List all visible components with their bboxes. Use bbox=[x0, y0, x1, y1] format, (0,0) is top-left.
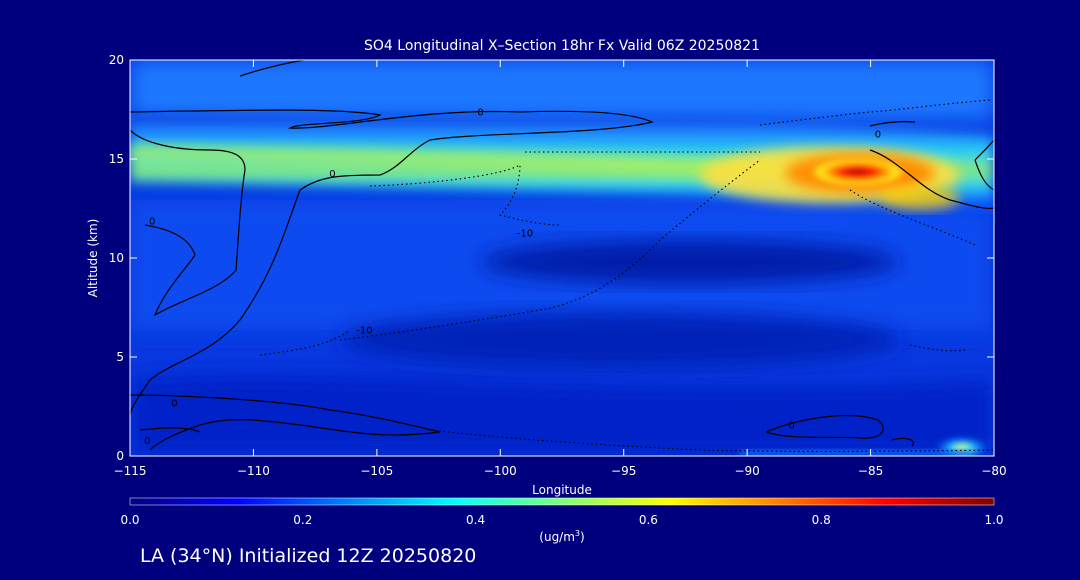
contour-line-left-edge bbox=[130, 129, 246, 171]
heatmap-dark-pocket-low bbox=[340, 312, 900, 368]
x-axis: −115 −110 −105 −100 −95 −90 −85 −80 bbox=[114, 60, 1007, 478]
colorbar-label-suffix: ) bbox=[580, 530, 585, 544]
heatmap-dark-pocket bbox=[480, 240, 900, 284]
colorbar-label-sup: 3 bbox=[575, 529, 580, 538]
contour-label: 0 bbox=[144, 436, 150, 447]
heatmap-peak bbox=[810, 158, 906, 186]
dotted-contour-deck bbox=[759, 99, 991, 126]
colorbar-label-prefix: (ug/m bbox=[539, 530, 575, 544]
contour-label: -10 bbox=[356, 325, 372, 336]
dotted-contour-right bbox=[849, 189, 976, 246]
colorbar-tick-label: 0.4 bbox=[466, 513, 485, 527]
contour-line-left-branch bbox=[144, 169, 246, 317]
y-tick-label: 20 bbox=[109, 53, 124, 67]
x-tick-label: −95 bbox=[611, 464, 636, 478]
colorbar-label: (ug/m3) bbox=[539, 529, 584, 544]
colorbar bbox=[129, 497, 995, 506]
contour-label: 0 bbox=[477, 107, 483, 118]
contour-line-east-small bbox=[891, 437, 914, 447]
contour-line-surface bbox=[130, 394, 441, 451]
y-axis: 0 5 10 15 20 bbox=[109, 53, 994, 463]
heatmap-peak-tail bbox=[880, 186, 960, 210]
contour-label: 0 bbox=[875, 129, 881, 140]
contour-label: 0 bbox=[149, 216, 155, 227]
dotted-contour-mid bbox=[339, 159, 761, 341]
colorbar-tick-label: 0.0 bbox=[120, 513, 139, 527]
footer-initialized-text: LA (34°N) Initialized 12Z 20250820 bbox=[140, 545, 476, 567]
x-tick-label: −90 bbox=[734, 464, 759, 478]
heatmap-low-band bbox=[130, 374, 994, 456]
colorbar-tick-label: 0.6 bbox=[639, 513, 658, 527]
y-tick-label: 5 bbox=[116, 350, 124, 364]
contour-label: 0 bbox=[329, 169, 335, 180]
y-tick-label: 0 bbox=[116, 449, 124, 463]
x-tick-label: −85 bbox=[858, 464, 883, 478]
contour-line-east-edge bbox=[974, 139, 994, 161]
dotted-contour-upper bbox=[369, 164, 561, 226]
contour-line-east-arc bbox=[869, 121, 916, 127]
contour-line-surface-lower bbox=[139, 427, 201, 433]
colorbar-tick-label: 0.8 bbox=[812, 513, 831, 527]
contour-line-top-arc bbox=[239, 60, 309, 77]
y-tick-label: 15 bbox=[109, 152, 124, 166]
contour-label: 0 bbox=[171, 399, 177, 410]
x-axis-label: Longitude bbox=[532, 483, 592, 497]
heatmap-field bbox=[130, 60, 994, 456]
x-tick-label: −100 bbox=[484, 464, 517, 478]
x-tick-label: −105 bbox=[360, 464, 393, 478]
colorbar-tick-label: 1.0 bbox=[984, 513, 1003, 527]
y-tick-label: 10 bbox=[109, 251, 124, 265]
heatmap-stratosphere bbox=[130, 60, 994, 120]
contour-labels: 0 0 0 0 0 0 0 -10 -10 bbox=[144, 107, 881, 447]
heatmap-surface-strip bbox=[740, 450, 970, 456]
contour-line-east-top bbox=[869, 149, 994, 210]
x-tick-label: −110 bbox=[237, 464, 270, 478]
x-tick-label: −80 bbox=[981, 464, 1006, 478]
y-axis-label: Altitude (km) bbox=[86, 219, 100, 298]
contour-label: 0 bbox=[788, 420, 794, 431]
dotted-contours bbox=[259, 99, 994, 453]
heatmap-band-core bbox=[130, 145, 880, 178]
contour-lines bbox=[130, 60, 994, 451]
chart-title: SO4 Longitudinal X–Section 18hr Fx Valid… bbox=[364, 38, 760, 54]
contour-line-rise bbox=[130, 189, 301, 416]
contour-label: -10 bbox=[517, 228, 533, 239]
colorbar-tick-label: 0.2 bbox=[293, 513, 312, 527]
dotted-contour-east-low bbox=[909, 344, 966, 352]
contour-line-east-right bbox=[974, 159, 994, 191]
contour-line-east-loop bbox=[765, 414, 884, 439]
dotted-contour-low bbox=[429, 429, 994, 453]
contour-line-upper-lobe bbox=[130, 109, 654, 191]
colorbar-ticks: 0.0 0.2 0.4 0.6 0.8 1.0 bbox=[120, 513, 1003, 527]
x-tick-label: −115 bbox=[114, 464, 147, 478]
dotted-contour-mid-left bbox=[259, 329, 351, 356]
